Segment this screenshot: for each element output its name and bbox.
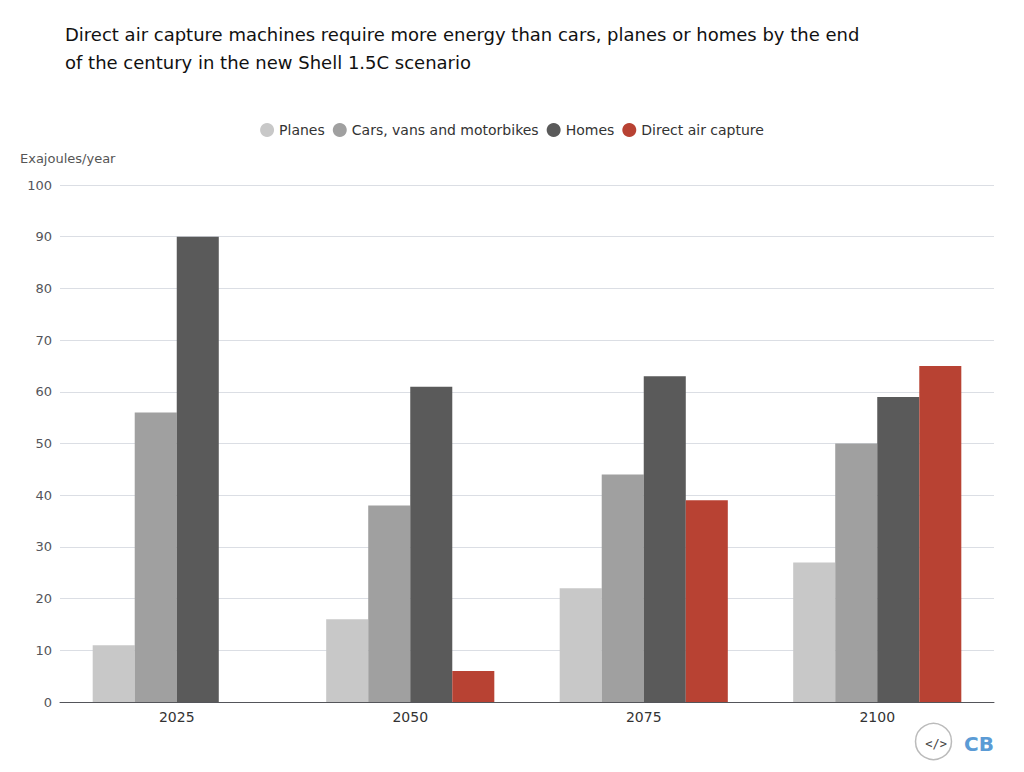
svg-text:90: 90: [35, 229, 52, 244]
svg-text:Planes: Planes: [279, 122, 325, 138]
svg-text:2100: 2100: [859, 709, 895, 725]
svg-text:2075: 2075: [626, 709, 662, 725]
svg-text:50: 50: [35, 436, 52, 451]
svg-text:100: 100: [27, 178, 52, 193]
svg-text:Direct air capture machines re: Direct air capture machines require more…: [65, 24, 859, 45]
svg-text:0: 0: [44, 695, 52, 710]
svg-text:CB: CB: [964, 732, 994, 756]
svg-text:Exajoules/year: Exajoules/year: [20, 151, 116, 166]
svg-text:Homes: Homes: [566, 122, 615, 138]
svg-text:Direct air capture: Direct air capture: [641, 122, 764, 138]
svg-text:2025: 2025: [159, 709, 195, 725]
svg-text:</>: </>: [925, 737, 947, 751]
svg-text:70: 70: [35, 333, 52, 348]
svg-text:60: 60: [35, 384, 52, 399]
svg-text:80: 80: [35, 281, 52, 296]
svg-text:Cars, vans and motorbikes: Cars, vans and motorbikes: [352, 122, 539, 138]
svg-text:10: 10: [35, 643, 52, 658]
svg-text:30: 30: [35, 539, 52, 554]
svg-text:40: 40: [35, 488, 52, 503]
svg-text:of the century in the new Shel: of the century in the new Shell 1.5C sce…: [65, 52, 471, 73]
svg-text:2050: 2050: [392, 709, 428, 725]
svg-text:20: 20: [35, 591, 52, 606]
